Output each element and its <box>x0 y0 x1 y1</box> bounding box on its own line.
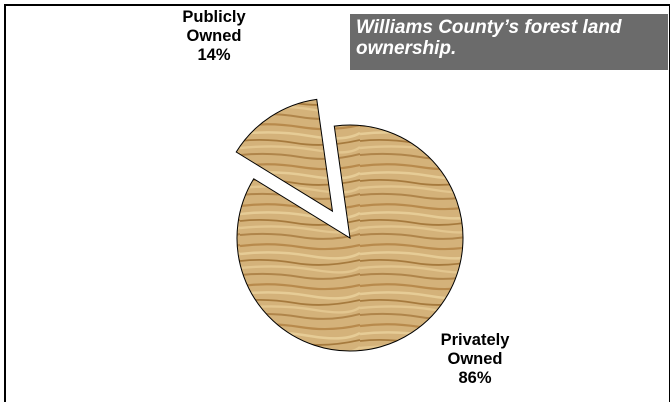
label-privately-owned: Privately Owned 86% <box>441 331 511 387</box>
label-publicly-owned: Publicly Owned 14% <box>182 8 246 64</box>
pie-slice-publicly-owned <box>235 98 334 213</box>
chart-title: Williams County’s forest land ownership. <box>350 14 668 70</box>
pie-slice-privately-owned <box>236 124 464 352</box>
chart-frame <box>4 4 670 402</box>
